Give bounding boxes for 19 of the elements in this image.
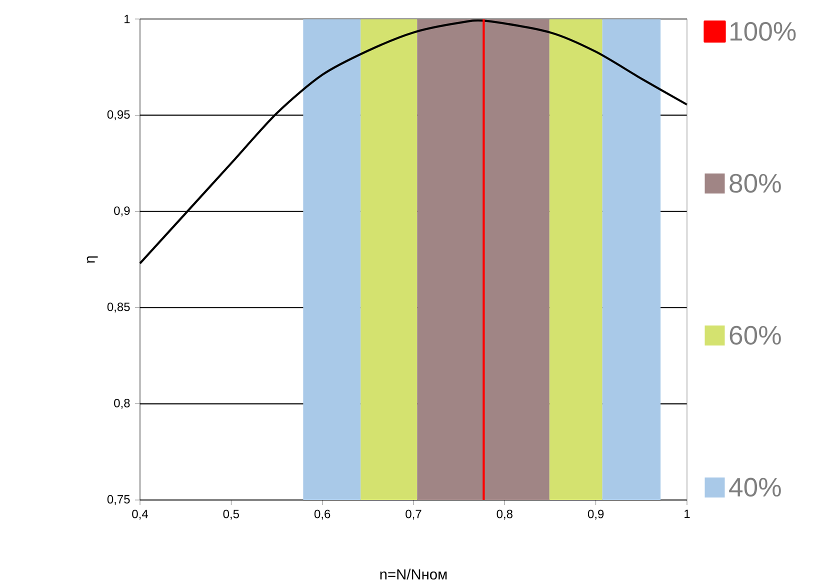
x-tick-label: 0,8 — [496, 510, 512, 520]
legend-label: 40% — [729, 478, 781, 497]
y-axis-title: η — [86, 256, 98, 263]
x-tick-label: 0,9 — [588, 510, 604, 520]
x-tick-label: 1 — [684, 510, 690, 518]
y-tick-label: 0,9 — [114, 206, 130, 216]
y-tick-label: 0,8 — [114, 398, 130, 409]
x-tick-label: 0,6 — [314, 510, 330, 520]
x-tick-label: 0,7 — [406, 510, 422, 520]
legend-label: 100% — [730, 22, 796, 41]
y-tick-label: 0,95 — [107, 110, 130, 120]
y-tick-label: 0,85 — [107, 302, 130, 313]
y-tick-label: 0,75 — [107, 495, 130, 505]
legend-label: 60% — [730, 326, 781, 345]
x-tick-label: 0,5 — [223, 510, 240, 520]
y-tick-label: 1 — [124, 14, 130, 24]
legend-label: 80% — [730, 174, 781, 193]
x-tick-label: 0,4 — [132, 510, 148, 520]
x-axis-title: n=N/Nном — [380, 568, 447, 580]
